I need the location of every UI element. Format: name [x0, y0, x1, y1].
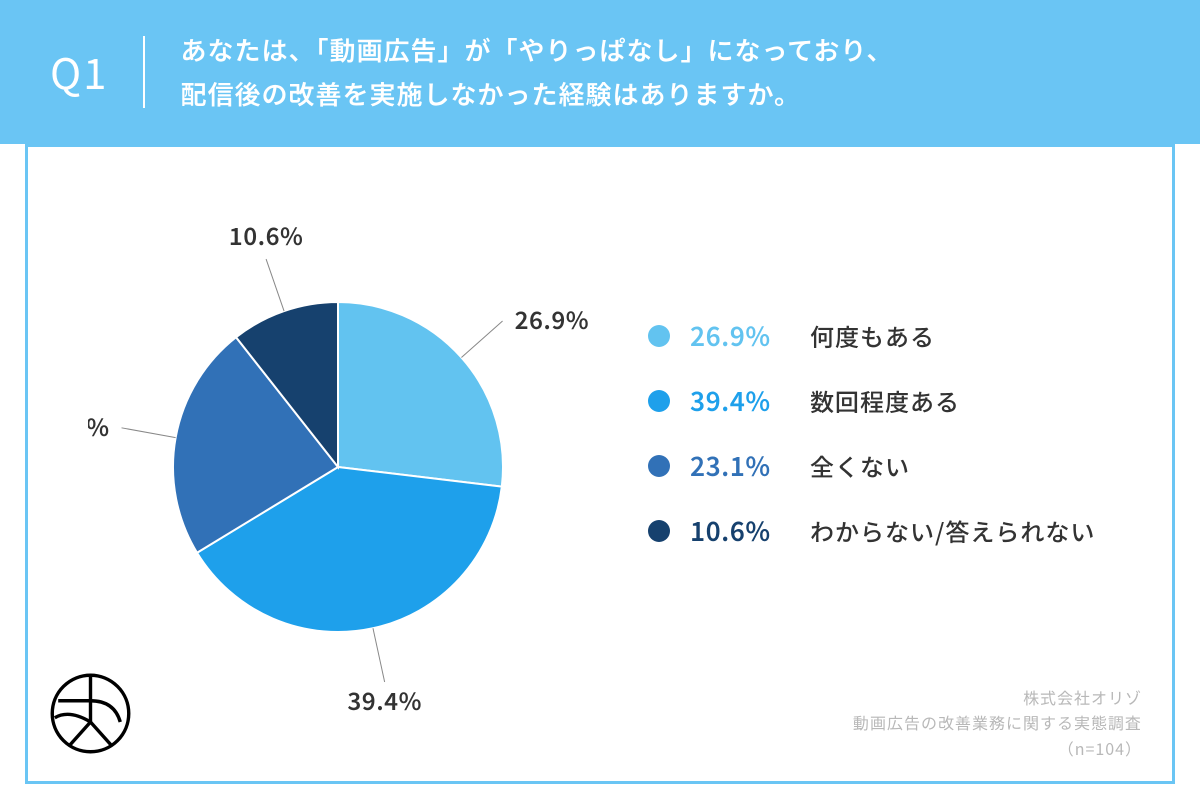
legend-dot-icon — [648, 390, 670, 412]
slice-pct-label: 39.4% — [347, 682, 422, 717]
legend-dot-icon — [648, 520, 670, 542]
footer-line-1: 株式会社オリゾ — [853, 685, 1142, 711]
slice-pct-label: 23.1% — [88, 408, 110, 443]
footer-line-2: 動画広告の改善業務に関する実態調査 — [853, 710, 1142, 736]
legend-pct: 10.6% — [690, 512, 810, 549]
legend: 26.9%何度もある39.4%数回程度ある23.1%全くない10.6%わからない… — [648, 317, 1095, 577]
legend-row: 26.9%何度もある — [648, 317, 1095, 354]
pie-chart: 26.9% 39.4% 23.1% 10.6% — [88, 177, 588, 737]
legend-row: 39.4%数回程度ある — [648, 382, 1095, 419]
legend-row: 23.1%全くない — [648, 447, 1095, 484]
question-line-1: あなたは、「動画広告」が「やりっぱなし」になっており、 — [180, 31, 893, 68]
legend-pct: 26.9% — [690, 317, 810, 354]
slice-pct-label: 10.6% — [229, 217, 304, 252]
legend-label: わからない/答えられない — [810, 513, 1095, 548]
legend-pct: 23.1% — [690, 447, 810, 484]
logo-icon — [48, 671, 133, 761]
question-line-2: 配信後の改善を実施しなかった経験はありますか。 — [180, 75, 800, 112]
legend-label: 数回程度ある — [810, 383, 960, 418]
content-panel: 26.9%39.4%23.1%10.6% 26.9%何度もある39.4%数回程度… — [25, 144, 1175, 784]
legend-dot-icon — [648, 325, 670, 347]
legend-pct: 39.4% — [690, 382, 810, 419]
question-number: Q1 — [50, 36, 145, 108]
footer-line-3: （n=104） — [853, 736, 1142, 762]
legend-label: 全くない — [810, 448, 910, 483]
footer-credit: 株式会社オリゾ 動画広告の改善業務に関する実態調査 （n=104） — [853, 685, 1142, 762]
pie-slice — [338, 302, 503, 487]
header: Q1 あなたは、「動画広告」が「やりっぱなし」になっており、 配信後の改善を実施… — [0, 0, 1200, 144]
legend-label: 何度もある — [810, 318, 935, 353]
question-text: あなたは、「動画広告」が「やりっぱなし」になっており、 配信後の改善を実施しなか… — [145, 28, 893, 116]
legend-row: 10.6%わからない/答えられない — [648, 512, 1095, 549]
legend-dot-icon — [648, 455, 670, 477]
slice-pct-label: 26.9% — [515, 301, 588, 336]
